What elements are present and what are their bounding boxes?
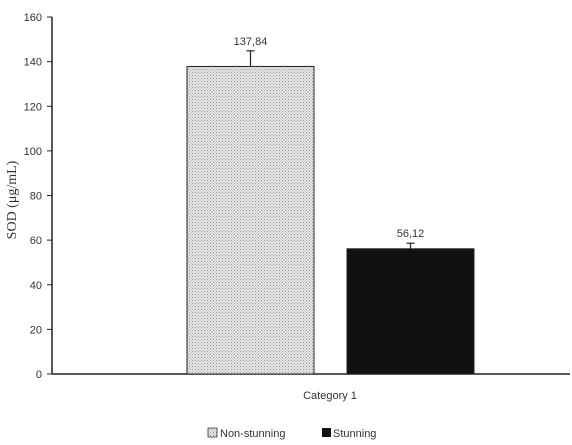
data-label-stunning: 56,12 <box>397 228 425 240</box>
legend: Non-stunning Stunning <box>207 427 376 440</box>
y-tick-label: 160 <box>24 12 42 24</box>
category-label: Category 1 <box>303 390 357 402</box>
y-tick-label: 0 <box>36 369 42 381</box>
data-labels: 137,84 56,12 <box>234 36 425 240</box>
data-label-non-stunning: 137,84 <box>234 36 268 48</box>
y-tick-label: 120 <box>24 101 42 113</box>
legend-swatch-non-stunning <box>207 427 218 438</box>
y-ticks: 0 20 40 60 80 100 120 140 160 <box>24 12 52 381</box>
bar-non-stunning <box>186 65 315 375</box>
bar-stunning <box>346 248 475 375</box>
y-tick-label: 40 <box>30 280 42 292</box>
bars <box>186 65 475 375</box>
error-bars <box>246 50 415 249</box>
legend-swatch-stunning <box>322 428 331 437</box>
legend-label-stunning: Stunning <box>333 428 376 440</box>
y-tick-label: 100 <box>24 146 42 158</box>
y-tick-label: 60 <box>30 235 42 247</box>
y-tick-label: 20 <box>30 324 42 336</box>
y-tick-label: 80 <box>30 191 42 203</box>
y-axis-label: SOD (μg/mL) <box>5 160 20 239</box>
legend-label-non-stunning: Non-stunning <box>220 428 285 440</box>
y-tick-label: 140 <box>24 57 42 69</box>
